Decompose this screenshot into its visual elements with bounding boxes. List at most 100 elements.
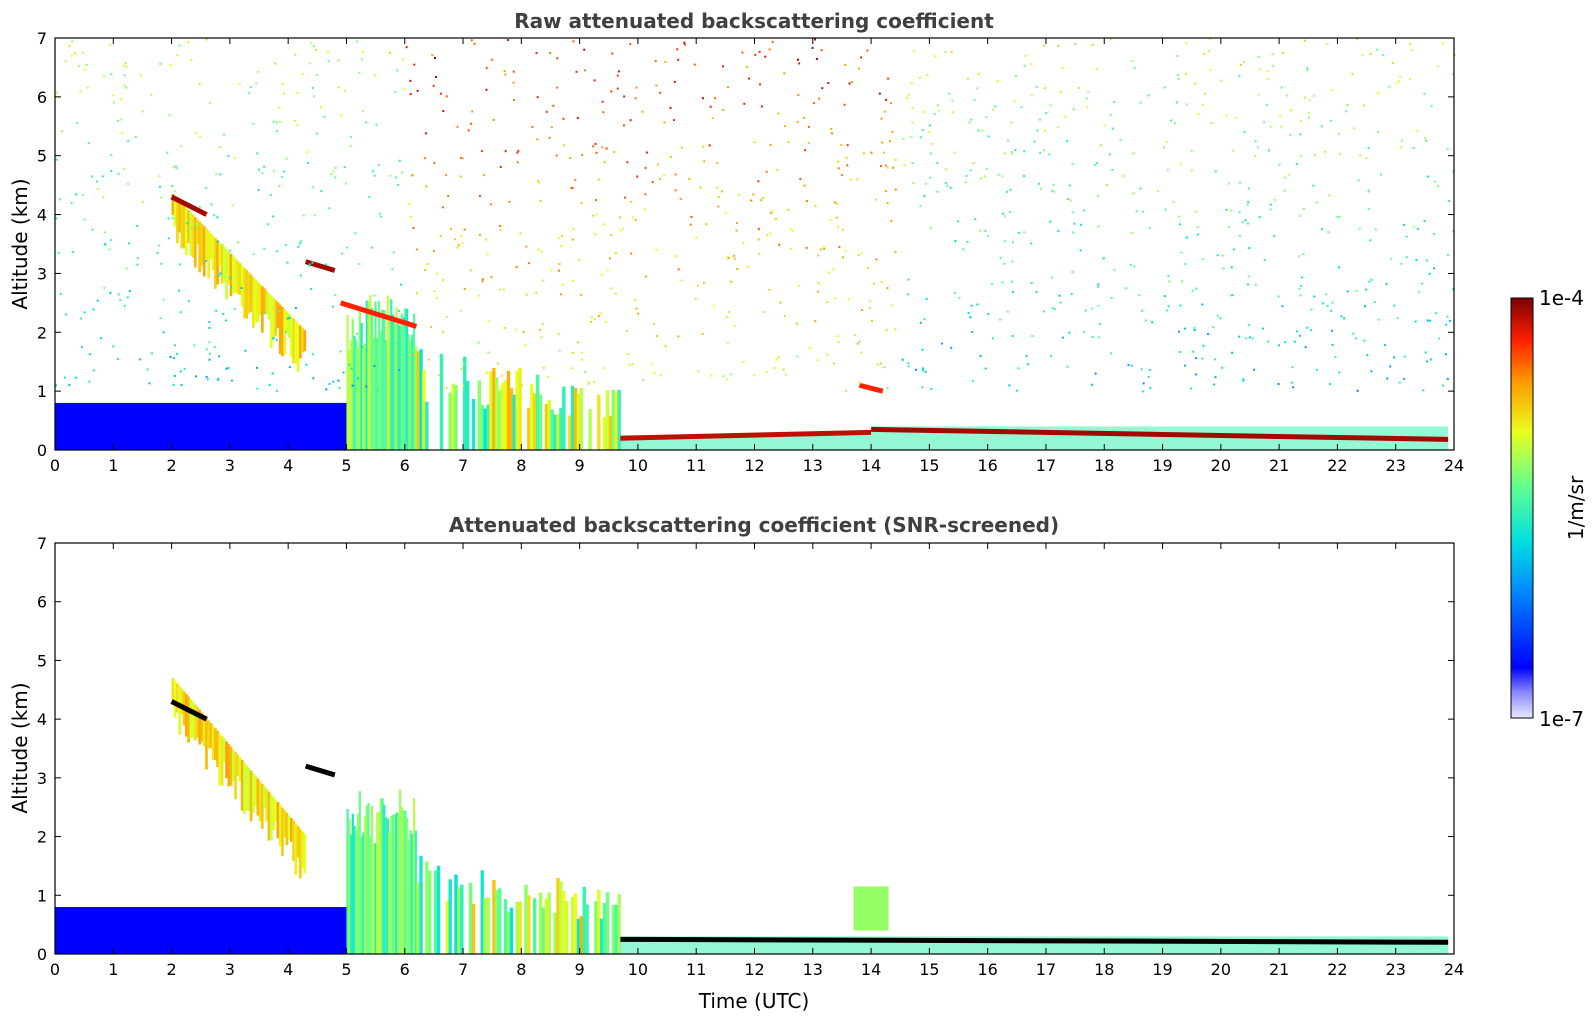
x-tick-label: 3 [225,456,235,475]
x-tick-label: 6 [400,960,410,979]
y-tick-label: 5 [37,651,47,670]
x-tick-label: 11 [686,960,706,979]
y-tick-label: 4 [37,206,47,225]
x-tick-label: 13 [803,456,823,475]
plot-frame [54,37,1455,451]
feature-convective-column [346,295,417,450]
raw-backscatter-panel: Raw attenuated backscattering coefficien… [8,9,1464,475]
y-tick-label: 3 [37,264,47,283]
x-tick-label: 22 [1327,960,1347,979]
y-tick-label: 1 [37,382,47,401]
x-tick-label: 20 [1211,960,1231,979]
x-tick-label: 18 [1094,960,1114,979]
x-tick-label: 17 [1036,960,1056,979]
x-tick-label: 5 [341,456,351,475]
y-tick-label: 0 [37,441,47,460]
x-tick-label: 16 [977,456,997,475]
x-tick-label: 24 [1444,456,1464,475]
y-tick-label: 4 [37,710,47,729]
x-tick-label: 5 [341,960,351,979]
panel-title: Attenuated backscattering coefficient (S… [449,513,1059,537]
y-axis-ticks: 0 1 2 3 4 5 6 7 [37,534,1454,964]
feature-cloud-top-line [170,699,208,722]
feature-boundary-layer-top [620,429,872,450]
colorbar-min-label: 1e-7 [1539,707,1584,731]
y-tick-label: 7 [37,534,47,553]
x-tick-label: 23 [1386,456,1406,475]
snr-screened-panel: Attenuated backscattering coefficient (S… [8,513,1464,1013]
x-tick-label: 10 [628,456,648,475]
x-tick-label: 15 [919,456,939,475]
x-tick-label: 10 [628,960,648,979]
x-tick-label: 6 [400,456,410,475]
feature-aerosol-layer [55,402,347,450]
feature-broken-low-cloud [416,349,621,450]
feature-aerosol-layer [55,907,347,954]
y-tick-label: 3 [37,769,47,788]
x-tick-label: 4 [283,960,293,979]
feature-cloud-top-line [304,763,336,778]
x-tick-label: 20 [1211,456,1231,475]
x-tick-label: 16 [977,960,997,979]
feature-convective-column [346,789,417,954]
y-axis-ticks: 0 1 2 3 4 5 6 7 [37,29,1454,460]
y-axis-label: Altitude (km) [8,178,32,309]
heatmap-area [55,38,1456,450]
x-tick-label: 8 [516,456,526,475]
y-axis-label: Altitude (km) [8,682,32,813]
feature-broken-low-cloud [416,855,621,954]
y-tick-label: 7 [37,29,47,48]
heatmap-area [55,678,1449,954]
x-tick-label: 12 [744,456,764,475]
colorbar-max-label: 1e-4 [1539,286,1584,310]
x-tick-label: 3 [225,960,235,979]
feature-background-noise [55,38,1456,393]
x-tick-label: 2 [166,456,176,475]
x-tick-label: 21 [1269,960,1289,979]
x-tick-label: 12 [744,960,764,979]
x-tick-label: 9 [575,960,585,979]
feature-boundary-layer-top [620,936,1449,954]
y-tick-label: 0 [37,945,47,964]
x-tick-label: 21 [1269,456,1289,475]
y-tick-label: 6 [37,593,47,612]
x-tick-label: 7 [458,960,468,979]
feature-boundary-layer-top [871,426,1449,450]
y-tick-label: 2 [37,828,47,847]
x-tick-label: 7 [458,456,468,475]
feature-cloud-top-line [858,382,884,394]
panel-title: Raw attenuated backscattering coefficien… [514,9,994,33]
x-tick-label: 2 [166,960,176,979]
colorbar: 1e-4 1e-7 1/m/sr [1510,286,1588,731]
x-tick-label: 15 [919,960,939,979]
x-axis-label: Time (UTC) [698,989,810,1013]
x-axis-ticks: 0 1 2 3 4 5 6 7 8 9 10 11 12 13 14 15 16 17 18 19 20 21 22 23 24 [50,543,1464,979]
x-tick-label: 22 [1327,456,1347,475]
x-tick-label: 11 [686,456,706,475]
x-tick-label: 23 [1386,960,1406,979]
feature-cloud-top-line [339,300,418,329]
x-tick-label: 8 [516,960,526,979]
x-tick-label: 19 [1152,456,1172,475]
x-tick-label: 19 [1152,960,1172,979]
y-tick-label: 2 [37,323,47,342]
x-tick-label: 17 [1036,456,1056,475]
feature-isolated-cloud [853,886,889,931]
feature-cloud-top-line [170,194,208,217]
colorbar-gradient [1510,297,1534,719]
colorbar-unit-label: 1/m/sr [1564,475,1588,540]
x-tick-label: 1 [108,960,118,979]
y-tick-label: 1 [37,886,47,905]
feature-cirrus-layer [171,678,307,879]
x-tick-label: 13 [803,960,823,979]
x-tick-label: 14 [861,456,881,475]
x-tick-label: 4 [283,456,293,475]
x-axis-ticks: 0 1 2 3 4 5 6 7 8 9 10 11 12 13 14 15 16 17 18 19 20 21 22 23 24 [50,38,1464,475]
x-tick-label: 9 [575,456,585,475]
x-tick-label: 0 [50,960,60,979]
y-tick-label: 5 [37,147,47,166]
x-tick-label: 24 [1444,960,1464,979]
x-tick-label: 0 [50,456,60,475]
x-tick-label: 18 [1094,456,1114,475]
